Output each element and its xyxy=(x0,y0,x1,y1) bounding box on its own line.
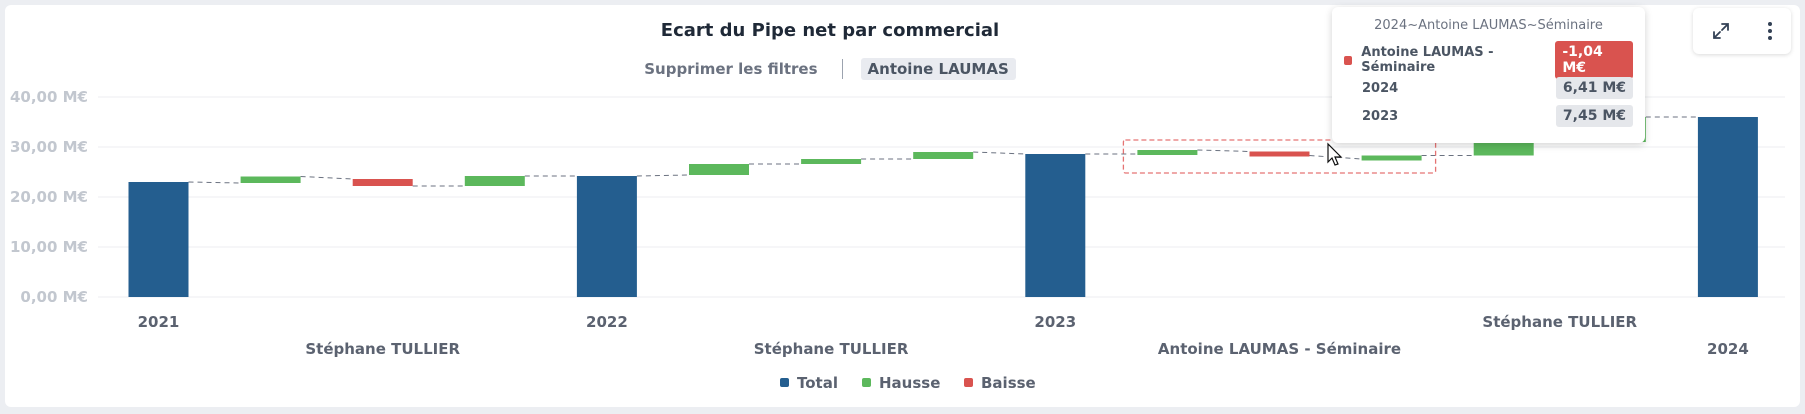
filter-bar: Supprimer les filtres Antoine LAUMAS xyxy=(0,58,1660,80)
x-axis-label: 2021 xyxy=(138,313,180,331)
connector-line xyxy=(188,181,241,184)
bar xyxy=(464,176,525,186)
x-axis-label: 2022 xyxy=(586,313,628,331)
mouse-cursor-icon xyxy=(1327,142,1343,166)
legend-label: Total xyxy=(797,374,838,392)
x-axis-label: Stéphane TULLIER xyxy=(754,340,909,358)
y-tick-label: 40,00 M€ xyxy=(10,88,88,106)
tooltip-row-value: -1,04 M€ xyxy=(1555,41,1633,79)
legend-label: Hausse xyxy=(879,374,940,392)
legend: Total Hausse Baisse xyxy=(780,374,1036,392)
highlight-box-rect xyxy=(1122,139,1437,174)
y-axis-ticks: 0,00 M€ 10,00 M€ 20,00 M€ 30,00 M€ 40,00 M€ xyxy=(10,88,88,306)
grid-lines xyxy=(98,96,1785,298)
x-axis-label: 2024 xyxy=(1707,340,1749,358)
y-tick-label: 0,00 M€ xyxy=(20,288,88,306)
tooltip-row-value: 7,45 M€ xyxy=(1555,105,1633,127)
chart-toolbar xyxy=(1693,8,1791,54)
tooltip-row: 2023 7,45 M€ xyxy=(1344,103,1633,129)
tooltip-row: Antoine LAUMAS - Séminaire -1,04 M€ xyxy=(1344,41,1633,79)
tooltip-header: 2024~Antoine LAUMAS~Séminaire xyxy=(1374,18,1603,33)
bar xyxy=(240,176,301,183)
connector-line xyxy=(1197,149,1250,152)
bar xyxy=(1025,154,1086,297)
bar xyxy=(576,176,637,297)
tooltip-row-value: 6,41 M€ xyxy=(1555,77,1633,99)
tooltip-row-label: 2024 xyxy=(1362,80,1399,96)
bar xyxy=(1249,151,1310,157)
tooltip-row-label: Antoine LAUMAS - Séminaire xyxy=(1361,45,1494,75)
tooltip-row-label: 2023 xyxy=(1362,108,1399,124)
kebab-menu-icon[interactable] xyxy=(1766,21,1774,41)
bar xyxy=(1697,117,1758,297)
expand-icon[interactable] xyxy=(1711,21,1731,41)
bar xyxy=(1137,150,1198,155)
legend-swatch xyxy=(862,378,871,387)
chart-tooltip: 2024~Antoine LAUMAS~Séminaire Antoine LA… xyxy=(1332,7,1645,143)
connector-line xyxy=(973,151,1026,155)
series-color-dot xyxy=(1344,55,1353,65)
filter-separator xyxy=(841,59,843,79)
bar xyxy=(913,152,974,159)
bar xyxy=(352,179,413,186)
y-tick-label: 30,00 M€ xyxy=(10,138,88,156)
active-filter-chip[interactable]: Antoine LAUMAS xyxy=(860,58,1016,80)
y-tick-label: 10,00 M€ xyxy=(10,238,88,256)
highlight-box xyxy=(1122,139,1437,174)
y-tick-label: 20,00 M€ xyxy=(10,188,88,206)
legend-label: Baisse xyxy=(981,374,1036,392)
connector-line xyxy=(636,174,690,177)
bar xyxy=(801,159,862,164)
legend-swatch xyxy=(964,378,973,387)
x-axis-label: Stéphane TULLIER xyxy=(305,340,460,358)
chart-title: Ecart du Pipe net par commercial xyxy=(660,20,1000,41)
bar xyxy=(1473,142,1534,156)
connector-line xyxy=(300,176,353,180)
x-axis-label: 2023 xyxy=(1034,313,1076,331)
x-axis-labels: 2021 2022 2023 Stéphane TULLIER Stéphane TUL… xyxy=(138,313,1749,358)
x-axis-label: Stéphane TULLIER xyxy=(1482,313,1637,331)
x-axis-label: Antoine LAUMAS - Séminaire xyxy=(1158,340,1401,358)
clear-filters-link[interactable]: Supprimer les filtres xyxy=(644,60,818,78)
bars xyxy=(128,117,1758,297)
bar xyxy=(1361,155,1422,161)
bar xyxy=(689,164,749,175)
legend-swatch xyxy=(780,378,789,387)
bar xyxy=(128,182,189,297)
tooltip-row: 2024 6,41 M€ xyxy=(1344,75,1633,101)
